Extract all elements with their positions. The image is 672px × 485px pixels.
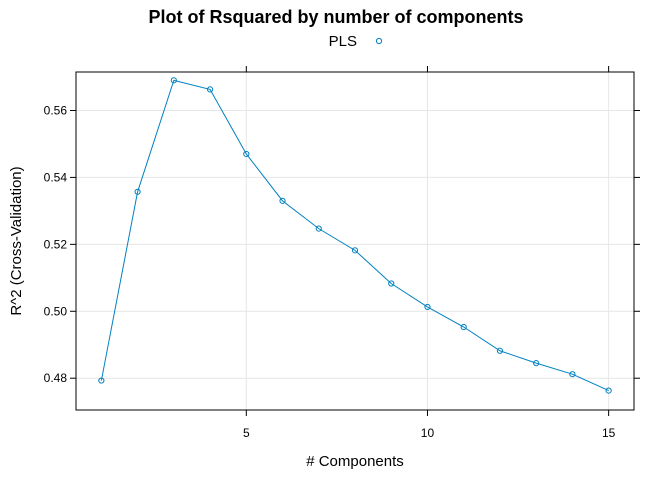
y-axis-title: R^2 (Cross-Validation) <box>8 166 25 315</box>
data-point <box>134 188 141 195</box>
x-tick-label: 5 <box>243 426 250 440</box>
data-point <box>496 347 504 354</box>
data-point <box>533 360 540 367</box>
data-point <box>315 225 322 232</box>
series-group <box>98 77 612 394</box>
x-tick-label: 15 <box>602 426 616 440</box>
y-tick-label: 0.50 <box>44 304 68 318</box>
legend-marker-icon <box>375 37 383 45</box>
data-point <box>243 150 250 158</box>
data-point <box>424 303 431 311</box>
y-tick-label: 0.48 <box>44 371 68 385</box>
chart-title: Plot of Rsquared by number of components <box>148 7 523 27</box>
data-point <box>279 197 286 204</box>
data-point <box>170 77 177 84</box>
data-point <box>351 247 359 254</box>
data-point <box>605 387 612 394</box>
legend: PLS <box>329 33 383 50</box>
series-line-pls <box>100 79 609 392</box>
plot-panel-border <box>75 71 635 411</box>
axis-ticks: 5 10 15 0.48 0.50 0.52 0.54 0.56 <box>44 66 640 440</box>
y-tick-label: 0.52 <box>44 237 68 251</box>
x-tick-label: 10 <box>421 426 435 440</box>
data-point <box>569 371 576 378</box>
data-point <box>206 86 214 93</box>
y-tick-label: 0.56 <box>44 103 68 117</box>
y-tick-label: 0.54 <box>44 170 68 184</box>
legend-label: PLS <box>329 33 357 50</box>
x-axis-title: # Components <box>306 453 404 470</box>
grid <box>76 72 634 410</box>
data-point <box>98 377 105 384</box>
data-point <box>388 280 395 287</box>
data-point <box>460 323 467 331</box>
